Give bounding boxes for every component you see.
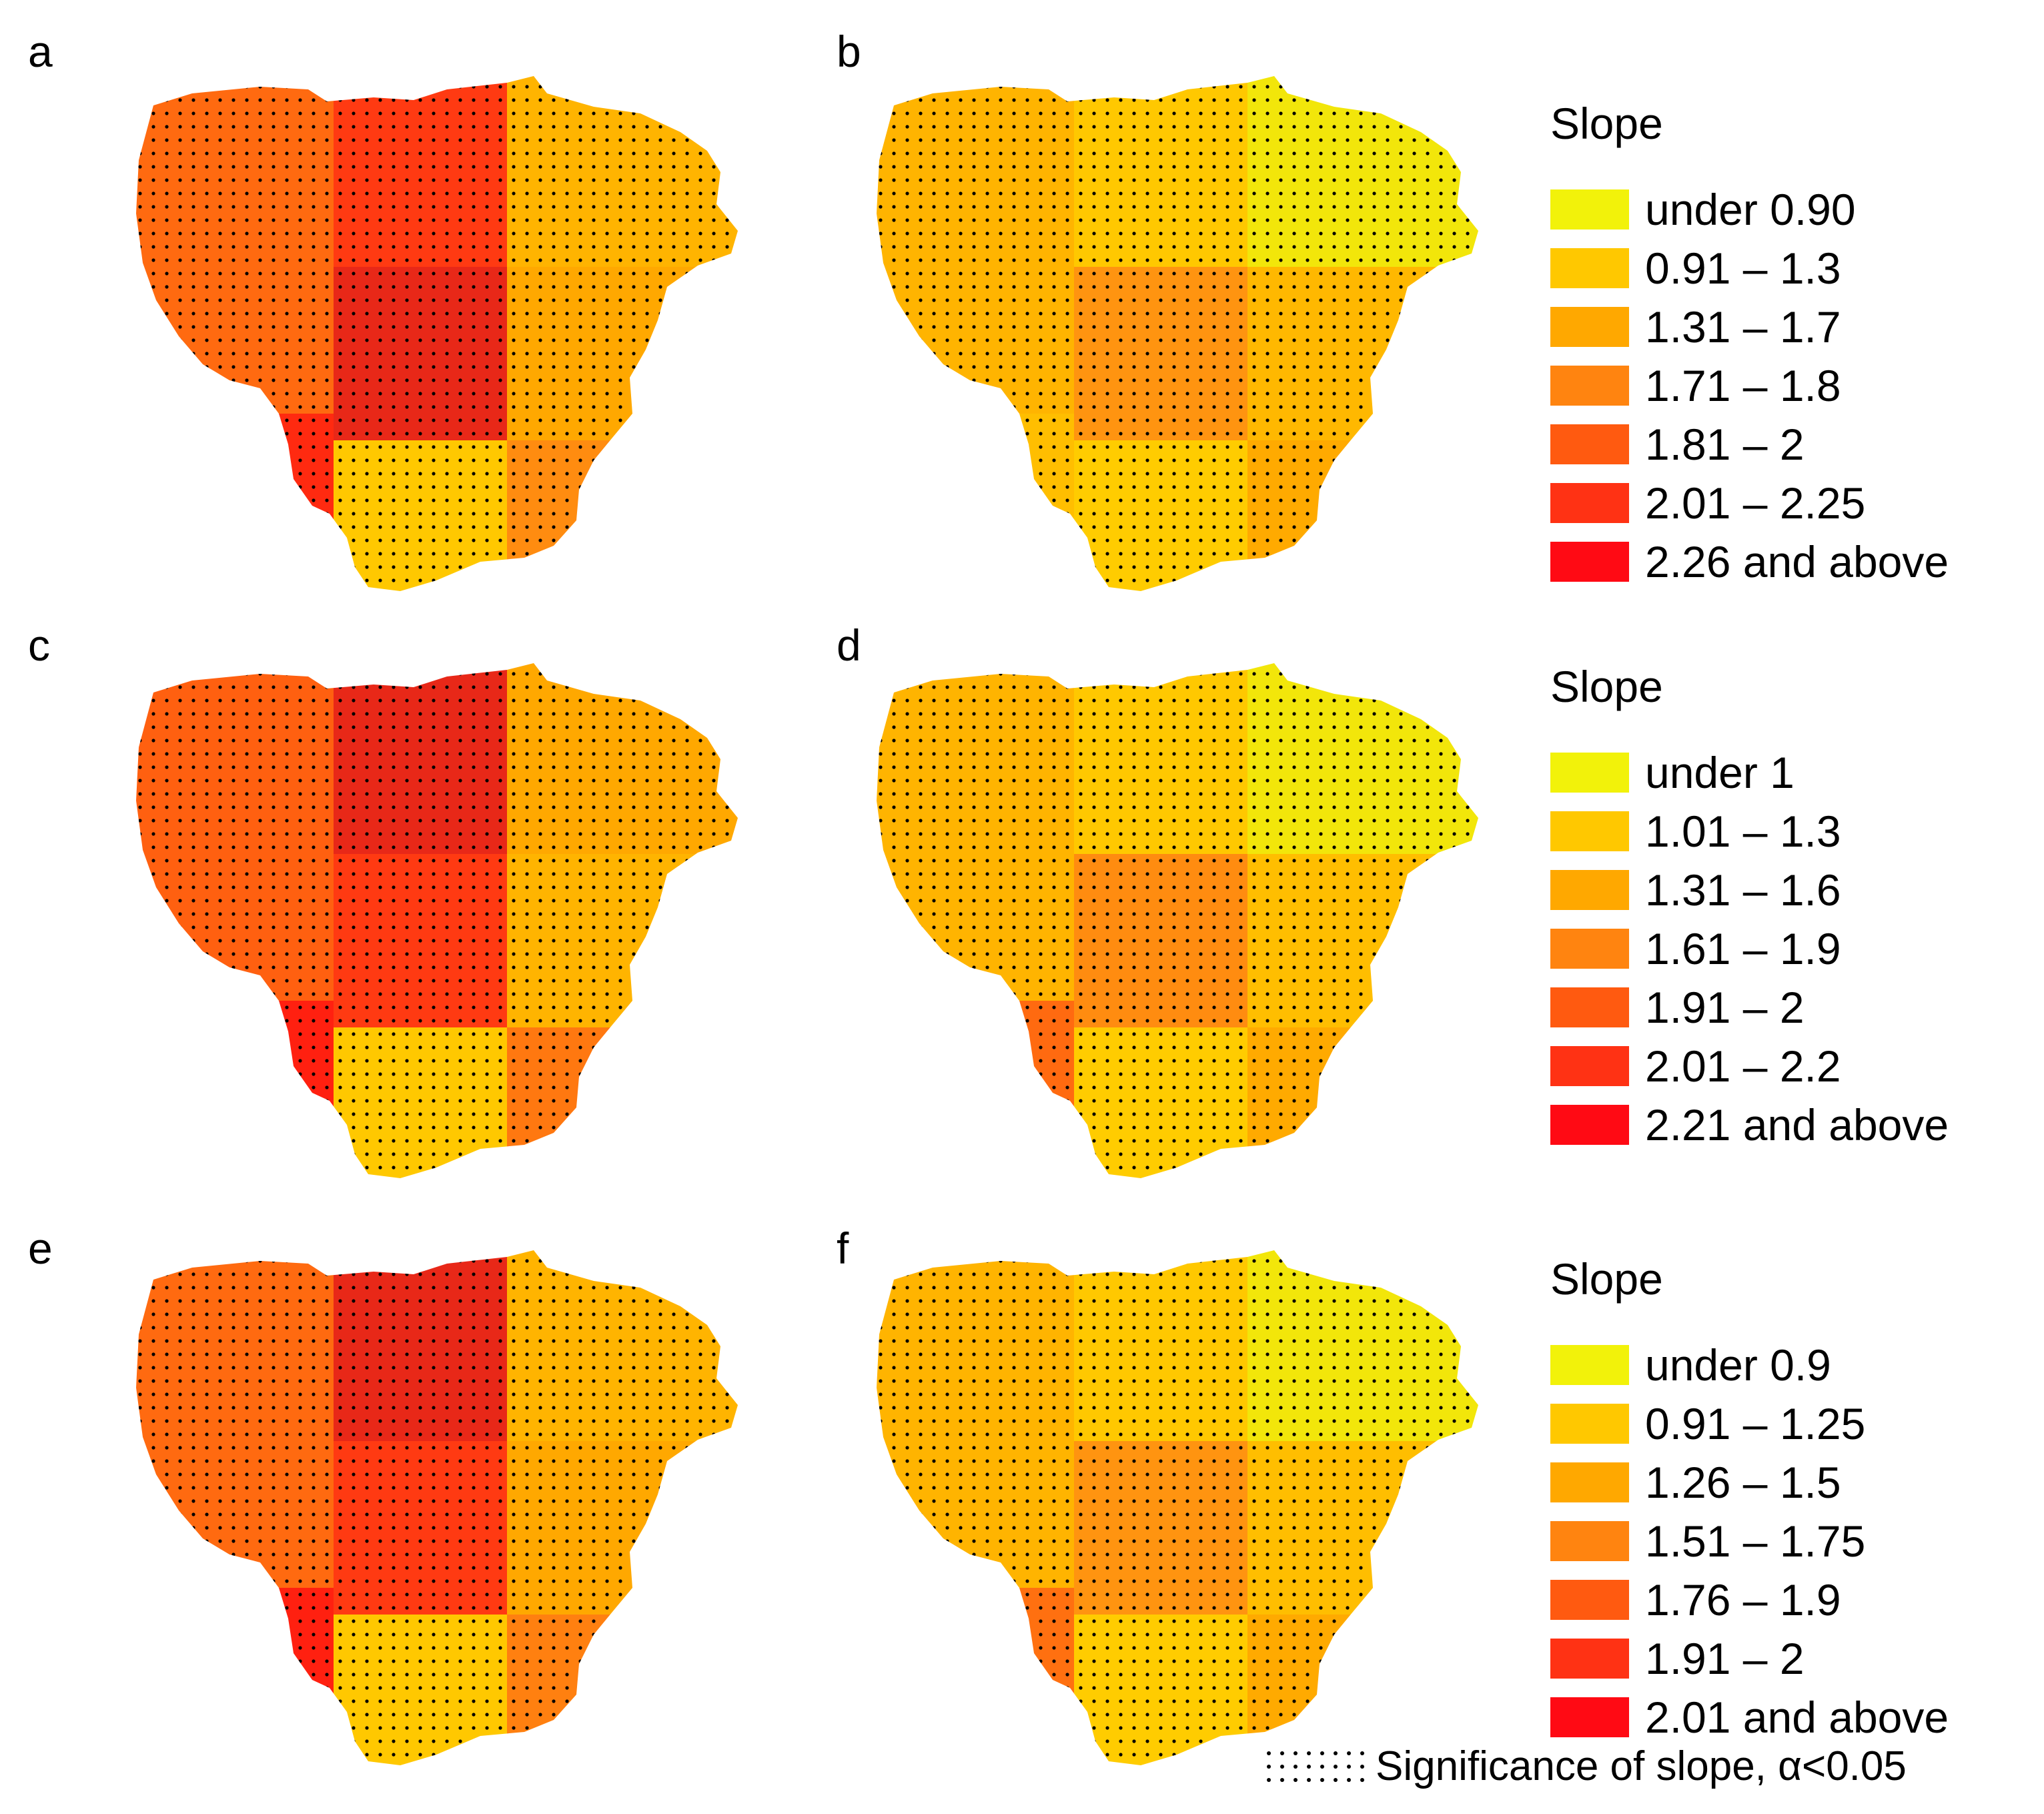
- legend-item: under 0.9: [1550, 1336, 2044, 1394]
- legend-item: 1.91 – 2: [1550, 1629, 2044, 1688]
- legend-swatch: [1550, 248, 1629, 288]
- choropleth-map: [136, 1250, 738, 1765]
- legend-2: Slope under 1 1.01 – 1.3 1.31 – 1.6 1.61 – …: [1550, 664, 2044, 1154]
- legend-item: 2.01 and above: [1550, 1688, 2044, 1747]
- legend-swatch: [1550, 1404, 1629, 1444]
- legend-item: 1.81 – 2: [1550, 415, 2044, 474]
- legend-label: 2.01 and above: [1645, 1693, 1949, 1742]
- significance-dots: [877, 663, 1478, 1178]
- legend-label: under 0.90: [1645, 185, 1856, 234]
- significance-dots: [877, 1250, 1478, 1765]
- choropleth-map: [136, 76, 738, 591]
- legend-label: 2.01 – 2.25: [1645, 478, 1866, 528]
- legend-swatch: [1550, 483, 1629, 523]
- legend-item: 0.91 – 1.3: [1550, 239, 2044, 298]
- panel-label-a: a: [28, 27, 53, 76]
- legend-item: 1.01 – 1.3: [1550, 802, 2044, 861]
- legend-label: 1.31 – 1.7: [1645, 302, 1841, 352]
- legend-label: under 1: [1645, 748, 1795, 797]
- legend-item: under 1: [1550, 743, 2044, 802]
- choropleth-map: [136, 663, 738, 1178]
- panel-label-e: e: [28, 1224, 53, 1273]
- legend-label: 1.31 – 1.6: [1645, 865, 1841, 915]
- legend-item: 2.01 – 2.25: [1550, 474, 2044, 532]
- legend-swatch: [1550, 1462, 1629, 1502]
- legend-swatch: [1550, 1521, 1629, 1561]
- significance-key: Significance of slope, α<0.05: [1262, 1743, 1907, 1790]
- legend-label: 1.26 – 1.5: [1645, 1458, 1841, 1507]
- significance-dots: [136, 76, 738, 591]
- map-panel-b: [834, 67, 1528, 600]
- legend-3: Slope under 0.9 0.91 – 1.25 1.26 – 1.5 1.51…: [1550, 1257, 2044, 1747]
- significance-dots: [136, 663, 738, 1178]
- legend-label: 1.91 – 2: [1645, 983, 1805, 1032]
- significance-dots: [136, 1250, 738, 1765]
- map-panel-d: [834, 654, 1528, 1188]
- legend-item: under 0.90: [1550, 180, 2044, 239]
- legend-item: 2.26 and above: [1550, 532, 2044, 591]
- legend-swatch: [1550, 189, 1629, 230]
- legend-swatch: [1550, 366, 1629, 406]
- panel-label-c: c: [28, 620, 50, 670]
- legend-swatch: [1550, 1697, 1629, 1737]
- legend-item: 1.31 – 1.7: [1550, 298, 2044, 356]
- legend-swatch: [1550, 1046, 1629, 1086]
- legend-title: Slope: [1550, 1254, 1663, 1304]
- legend-item: 2.01 – 2.2: [1550, 1037, 2044, 1095]
- legend-item: 2.21 and above: [1550, 1095, 2044, 1154]
- legend-label: 1.71 – 1.8: [1645, 361, 1841, 410]
- legend-label: 1.01 – 1.3: [1645, 807, 1841, 856]
- legend-1: Slope under 0.90 0.91 – 1.3 1.31 – 1.7 1.71…: [1550, 101, 2044, 591]
- legend-item: 1.31 – 1.6: [1550, 861, 2044, 919]
- map-panel-a: [93, 67, 787, 600]
- legend-swatch: [1550, 811, 1629, 851]
- legend-label: 1.76 – 1.9: [1645, 1575, 1841, 1625]
- panel-label-b: b: [837, 27, 861, 76]
- significance-dots: [877, 76, 1478, 591]
- choropleth-map: [877, 1250, 1478, 1765]
- legend-item: 1.61 – 1.9: [1550, 919, 2044, 978]
- legend-swatch: [1550, 424, 1629, 464]
- legend-swatch: [1550, 542, 1629, 582]
- legend-label: 1.81 – 2: [1645, 420, 1805, 469]
- map-panel-e: [93, 1241, 787, 1775]
- map-panel-f: [834, 1241, 1528, 1775]
- legend-swatch: [1550, 1580, 1629, 1620]
- legend-label: 1.91 – 2: [1645, 1634, 1805, 1683]
- panel-label-f: f: [837, 1224, 849, 1273]
- legend-swatch: [1550, 307, 1629, 347]
- legend-swatch: [1550, 753, 1629, 793]
- choropleth-map: [877, 663, 1478, 1178]
- legend-swatch: [1550, 929, 1629, 969]
- legend-label: 1.61 – 1.9: [1645, 924, 1841, 973]
- significance-label: Significance of slope, α<0.05: [1376, 1743, 1907, 1789]
- legend-label: under 0.9: [1645, 1340, 1831, 1390]
- legend-item: 1.76 – 1.9: [1550, 1570, 2044, 1629]
- legend-title: Slope: [1550, 662, 1663, 711]
- legend-swatch: [1550, 1105, 1629, 1145]
- legend-item: 1.51 – 1.75: [1550, 1512, 2044, 1570]
- legend-item: 1.26 – 1.5: [1550, 1453, 2044, 1512]
- map-panel-c: [93, 654, 787, 1188]
- legend-item: 1.71 – 1.8: [1550, 356, 2044, 415]
- legend-label: 2.26 and above: [1645, 537, 1949, 586]
- choropleth-map: [877, 76, 1478, 591]
- legend-item: 0.91 – 1.25: [1550, 1394, 2044, 1453]
- dot-pattern-icon: [1262, 1746, 1366, 1787]
- legend-label: 0.91 – 1.3: [1645, 244, 1841, 293]
- legend-label: 0.91 – 1.25: [1645, 1399, 1866, 1448]
- legend-swatch: [1550, 1345, 1629, 1385]
- legend-label: 2.01 – 2.2: [1645, 1041, 1841, 1091]
- legend-swatch: [1550, 870, 1629, 910]
- legend-title: Slope: [1550, 99, 1663, 148]
- legend-label: 1.51 – 1.75: [1645, 1516, 1866, 1566]
- legend-item: 1.91 – 2: [1550, 978, 2044, 1037]
- legend-swatch: [1550, 1639, 1629, 1679]
- panel-label-d: d: [837, 620, 861, 670]
- legend-swatch: [1550, 987, 1629, 1027]
- legend-label: 2.21 and above: [1645, 1100, 1949, 1150]
